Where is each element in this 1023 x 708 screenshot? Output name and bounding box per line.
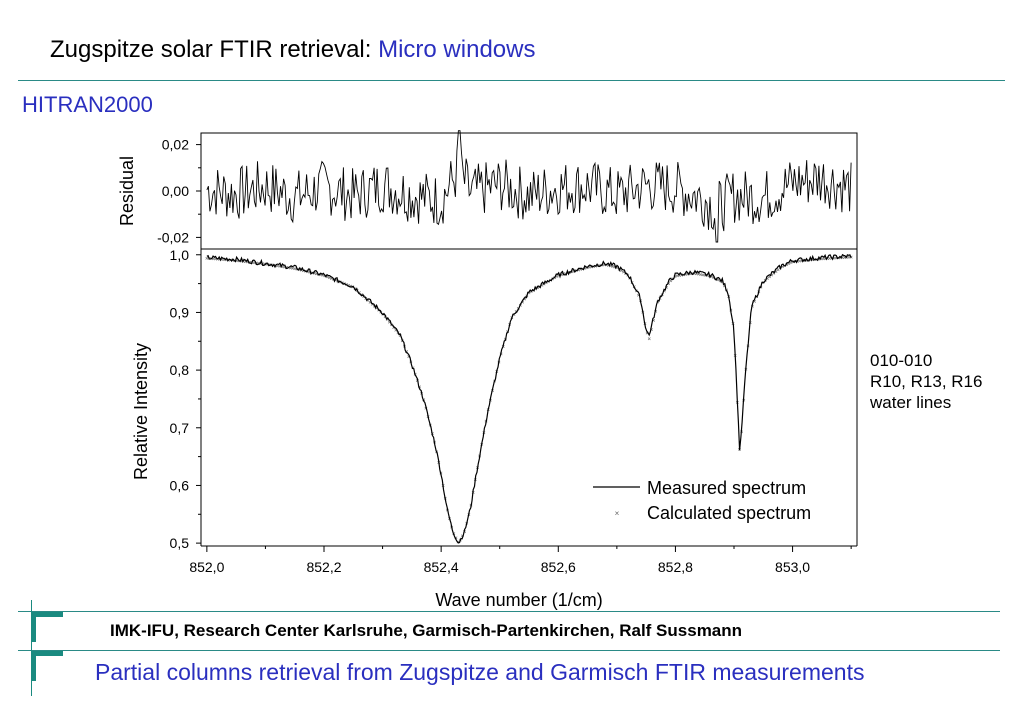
slide-title: Zugspitze solar FTIR retrieval: Micro wi… [50, 36, 535, 64]
spectrum-ytick-label: 0,9 [170, 304, 190, 320]
calculated-point [669, 279, 673, 283]
footer-bracket-upper-v [31, 612, 36, 642]
footer-bracket-upper-h [31, 612, 63, 617]
spectrum-ytick-label: 0,6 [170, 477, 190, 493]
spectrum-xtick-label: 852,8 [658, 559, 693, 575]
annotation-line-1: 010-010 [870, 351, 933, 370]
calculated-point [789, 261, 793, 264]
calculated-point [675, 274, 679, 278]
residual-ytick-label: 0,02 [162, 137, 189, 153]
calculated-point [647, 337, 651, 341]
calculated-point [699, 273, 703, 276]
footer-bracket-line [31, 600, 32, 696]
residual-ylabel: Residual [117, 156, 137, 226]
spectrum-ylabel: Relative Intensity [131, 343, 151, 480]
footer-rule-bottom [18, 650, 1000, 651]
residual-panel: 0,02 0,00 -0,02 Residual [117, 130, 858, 250]
chart-legend: Measured spectrum × Calculated spectrum [593, 478, 811, 523]
footer-rule-top [18, 611, 1000, 612]
footer-bracket-lower-h [31, 651, 63, 656]
spectrum-xtick-label: 852,4 [424, 559, 459, 575]
legend-calculated-swatch: × [615, 509, 620, 518]
calculated-point [293, 267, 297, 271]
legend-calculated-label: Calculated spectrum [647, 503, 811, 523]
spectrum-xtick-label: 852,0 [189, 559, 224, 575]
title-divider [18, 80, 1005, 81]
annotation-line-2: R10, R13, R16 [870, 372, 983, 391]
residual-ytick-label: 0,00 [162, 183, 189, 199]
spectrum-ytick-label: 0,5 [170, 535, 190, 551]
spectrum-ytick-label: 0,7 [170, 420, 190, 436]
spectrum-xtick-label: 852,6 [541, 559, 576, 575]
spectrum-xtick-label: 852,2 [306, 559, 341, 575]
spectrum-ytick-label: 1,0 [170, 247, 190, 263]
legend-measured-label: Measured spectrum [647, 478, 806, 498]
spectrum-xtick-label: 853,0 [775, 559, 810, 575]
calculated-point [291, 266, 295, 270]
calculated-point [701, 273, 705, 277]
slide-title-accent: Micro windows [378, 36, 536, 63]
measured-spectrum-line [206, 253, 852, 544]
spectrum-xlabel: Wave number (1/cm) [435, 590, 602, 610]
spectrum-ytick-label: 0,8 [170, 362, 190, 378]
calculated-point [697, 272, 701, 276]
water-lines-annotation: 010-010 R10, R13, R16 water lines [870, 350, 982, 413]
residual-ytick-label: -0,02 [157, 229, 189, 245]
residual-trace [206, 130, 852, 243]
section-label: HITRAN2000 [22, 92, 153, 117]
footer-organization: IMK-IFU, Research Center Karlsruhe, Garm… [110, 621, 743, 640]
annotation-line-3: water lines [870, 393, 952, 412]
slide-title-main: Zugspitze solar FTIR retrieval: [50, 36, 379, 63]
calculated-point [327, 276, 331, 280]
calculated-point [695, 272, 698, 276]
footer-subtitle: Partial columns retrieval from Zugspitze… [95, 659, 865, 685]
spectrum-panel: 1,0 0,9 0,8 0,7 0,6 0,5 852,0 852,2 852,4 852,6 85… [131, 247, 858, 610]
calculated-point [276, 264, 280, 268]
footer-bracket-lower-v [31, 651, 36, 681]
